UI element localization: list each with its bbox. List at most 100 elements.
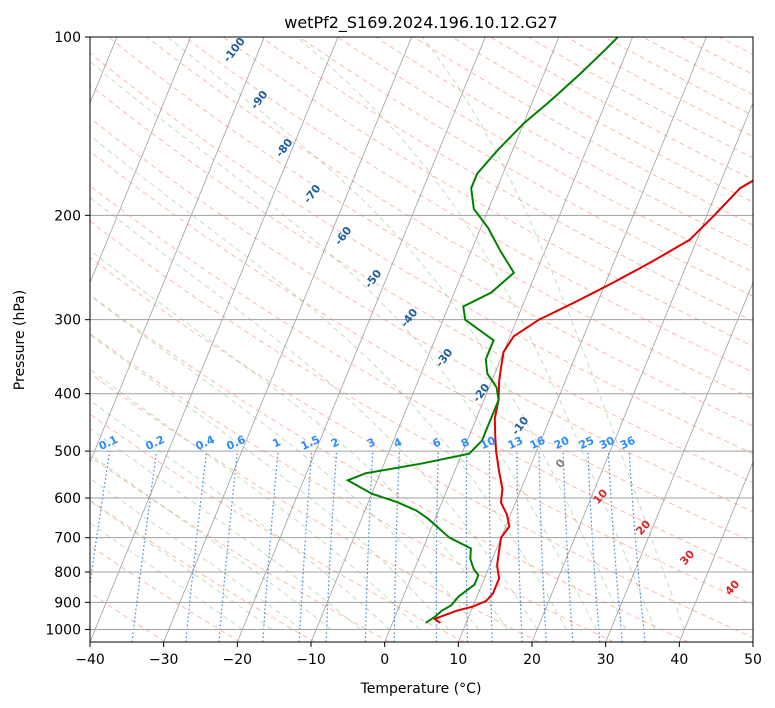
moist-adiabat-label: 30 — [677, 547, 697, 567]
mixing-ratio-label: 0.6 — [224, 433, 247, 453]
y-tick-label: 400 — [54, 387, 81, 403]
mixing-ratio-label: 0.2 — [144, 433, 167, 453]
x-tick-label: 20 — [523, 652, 541, 668]
mixing-ratio-label: 4 — [392, 435, 405, 450]
mixing-ratio-line — [90, 451, 111, 588]
y-tick-label: 800 — [54, 565, 81, 581]
isotherm — [384, 37, 634, 642]
dry-adiabat — [566, 37, 753, 138]
mixing-ratio-line — [218, 451, 238, 642]
dry-adiabat-label: -40 — [398, 306, 421, 330]
isotherm — [678, 461, 753, 642]
moist-adiabat — [90, 294, 479, 630]
x-tick-label: −30 — [149, 652, 179, 668]
mixing-ratio-label: 8 — [459, 435, 471, 450]
temperature-line — [432, 179, 753, 624]
isotherm — [310, 37, 560, 642]
isotherm — [90, 37, 339, 642]
dry-adiabat-label: -70 — [301, 182, 324, 206]
y-tick-label: 200 — [54, 208, 81, 224]
dry-adiabat-label: -90 — [248, 88, 271, 112]
y-tick-label: 500 — [54, 444, 81, 460]
dry-adiabat — [108, 37, 753, 427]
mixing-ratio-label: 13 — [506, 434, 525, 452]
moist-adiabat — [90, 134, 568, 630]
dry-adiabat — [90, 455, 390, 642]
dry-adiabat — [90, 294, 689, 642]
dry-adiabat — [337, 37, 753, 273]
moist-adiabat — [90, 500, 273, 630]
mixing-ratio-label: 2 — [329, 435, 341, 450]
x-tick-label: −10 — [296, 652, 326, 668]
moist-adiabat — [296, 37, 656, 630]
mixing-ratio-label: 30 — [597, 434, 617, 452]
x-tick-label: −20 — [223, 652, 253, 668]
dry-adiabat — [642, 37, 753, 96]
dewpoint-line — [345, 37, 619, 624]
isotherm — [531, 101, 753, 642]
mixing-ratio-line — [131, 451, 158, 642]
dry-adiabat — [90, 372, 540, 642]
y-tick-label: 1000 — [45, 622, 81, 638]
mixing-ratio-label: 1 — [270, 435, 282, 450]
isotherm — [752, 640, 753, 642]
mixing-ratio-label: 36 — [618, 434, 638, 452]
y-tick-label: 100 — [54, 30, 81, 46]
isotherm — [90, 37, 192, 284]
moist-adiabat — [90, 477, 302, 630]
pressure-grid — [90, 37, 753, 630]
plot-frame — [89, 36, 754, 643]
dry-adiabat — [90, 413, 465, 642]
x-tick-label: 40 — [670, 652, 688, 668]
moist-adiabat — [90, 427, 361, 630]
mixing-ratio-line — [488, 451, 493, 642]
dry-adiabat — [184, 37, 753, 373]
mixing-ratio-label: 16 — [528, 434, 548, 452]
isotherm — [457, 37, 707, 642]
y-axis: 1000 900 800 700 600 500 400 300 200 100 — [45, 30, 90, 638]
moist-adiabat-label: 0 — [553, 456, 568, 471]
dry-adiabat-label: -100 — [221, 35, 248, 65]
y-tick-label: 900 — [54, 595, 81, 611]
dry-adiabat-label: -30 — [433, 346, 456, 370]
x-tick-label: −40 — [75, 652, 105, 668]
mixing-ratio-line — [538, 451, 547, 642]
mixing-ratio-line — [628, 451, 646, 642]
sounding-profiles — [345, 37, 753, 624]
dry-adiabat — [90, 220, 753, 606]
x-tick-label: 0 — [380, 652, 389, 668]
y-tick-label: 300 — [54, 313, 81, 329]
moist-adiabat — [90, 522, 243, 630]
moist-adiabat — [90, 196, 538, 630]
mixing-ratio-label: 6 — [431, 435, 444, 450]
mixing-ratio-label: 0.4 — [194, 433, 217, 453]
moist-adiabat — [90, 453, 332, 630]
dry-adiabat — [90, 332, 614, 642]
dry-adiabat — [90, 256, 753, 639]
mixing-ratio-label: 20 — [552, 434, 572, 452]
chart-title: wetPf2_S169.2024.196.10.12.G27 — [284, 13, 558, 33]
isotherm — [90, 37, 265, 464]
dry-adiabat — [260, 37, 753, 322]
mixing-ratio-line — [516, 451, 523, 642]
x-axis-title: Temperature (°C) — [360, 681, 482, 697]
mixing-ratio-line — [364, 451, 374, 642]
moist-adiabat — [90, 249, 509, 630]
dry-adiabat-label: -60 — [332, 224, 355, 248]
mixing-ratio-label: 25 — [577, 434, 596, 452]
mixing-ratio-line — [262, 451, 279, 642]
y-tick-label: 700 — [54, 531, 81, 547]
dry-adiabat-label: -80 — [273, 136, 296, 160]
mixing-ratio-label: 3 — [365, 435, 377, 450]
mixing-ratio-label: 1.5 — [299, 433, 322, 453]
isotherm — [163, 37, 413, 642]
mixing-ratio-line — [325, 451, 338, 642]
dry-adiabat — [90, 117, 753, 513]
dry-adiabat — [528, 37, 753, 159]
dry-adiabat — [299, 37, 753, 297]
y-axis-title: Pressure (hPa) — [12, 290, 28, 390]
dry-adiabat — [90, 499, 315, 642]
moist-adiabat — [167, 37, 626, 630]
x-tick-label: 30 — [597, 652, 615, 668]
